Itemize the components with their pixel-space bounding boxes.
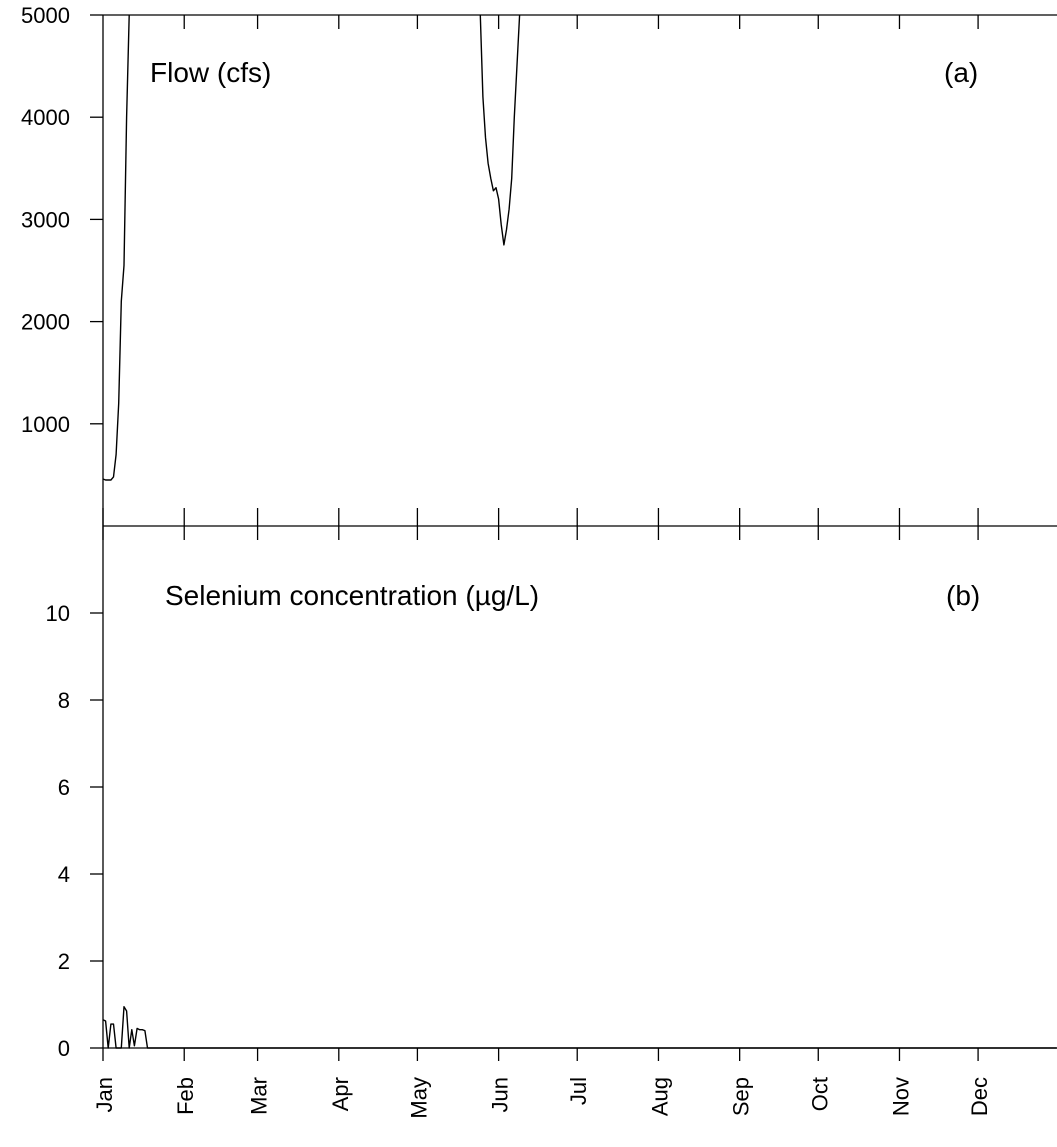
- panel-b-series-label: Selenium concentration (µg/L): [165, 580, 539, 611]
- panel-a-y-tick-label: 1000: [21, 412, 70, 437]
- x-month-label: Jul: [566, 1077, 591, 1105]
- panel-a-y-tick-label: 3000: [21, 207, 70, 232]
- panel-b-panel-tag: (b): [946, 580, 980, 611]
- panel-b-y-tick-label: 6: [58, 775, 70, 800]
- panel-a-x-ticks-bottom: [102, 508, 979, 526]
- panel-a-panel-tag: (a): [944, 57, 978, 88]
- x-month-label: Aug: [647, 1077, 672, 1116]
- panel-b-x-ticks: [102, 526, 979, 1061]
- x-month-label: Feb: [173, 1077, 198, 1115]
- panel-b-selenium-series: [102, 1006, 1057, 1049]
- panel-a-y-tick-label: 5000: [21, 3, 70, 28]
- panel-a-x-ticks-top: [183, 15, 979, 29]
- panel-a-series-label: Flow (cfs): [150, 57, 271, 88]
- x-month-label: Sep: [729, 1077, 754, 1116]
- x-month-label: Apr: [328, 1077, 353, 1111]
- flow-line-segment: [479, 14, 521, 246]
- panel-b-y-tick-label: 10: [46, 601, 70, 626]
- x-month-label: Oct: [807, 1077, 832, 1111]
- panel-a-y-tick-label: 2000: [21, 310, 70, 335]
- panel-b-y-tick-label: 4: [58, 862, 70, 887]
- x-month-label: Jan: [92, 1077, 117, 1112]
- x-month-label: Dec: [967, 1077, 992, 1116]
- panel-a-y-ticks: 1000 2000 3000 4000 5000: [21, 3, 103, 437]
- x-month-label: Mar: [247, 1077, 272, 1115]
- x-month-label: Nov: [888, 1077, 913, 1116]
- panel-b-y-tick-label: 0: [58, 1036, 70, 1061]
- x-month-label: May: [406, 1077, 431, 1119]
- panel-a-y-tick-label: 4000: [21, 105, 70, 130]
- selenium-line: [102, 1006, 1057, 1049]
- panel-b: 0 2 4 6 8 10 Selenium concentration (µg/L) (b…: [46, 526, 1057, 1061]
- x-axis-month-labels: Jan Feb Mar Apr May Jun Jul Aug Sep Oct Nov Dec: [92, 1077, 992, 1119]
- panel-b-y-tick-label: 8: [58, 688, 70, 713]
- flow-line-segment: [102, 14, 130, 481]
- panel-b-y-ticks: 0 2 4 6 8 10: [46, 601, 103, 1061]
- x-month-label: Jun: [488, 1077, 513, 1112]
- panel-a-flow-series: [102, 14, 521, 481]
- panel-b-y-tick-label: 2: [58, 949, 70, 974]
- panel-a: 1000 2000 3000 4000 5000 Flow (cfs) (a): [21, 3, 1057, 526]
